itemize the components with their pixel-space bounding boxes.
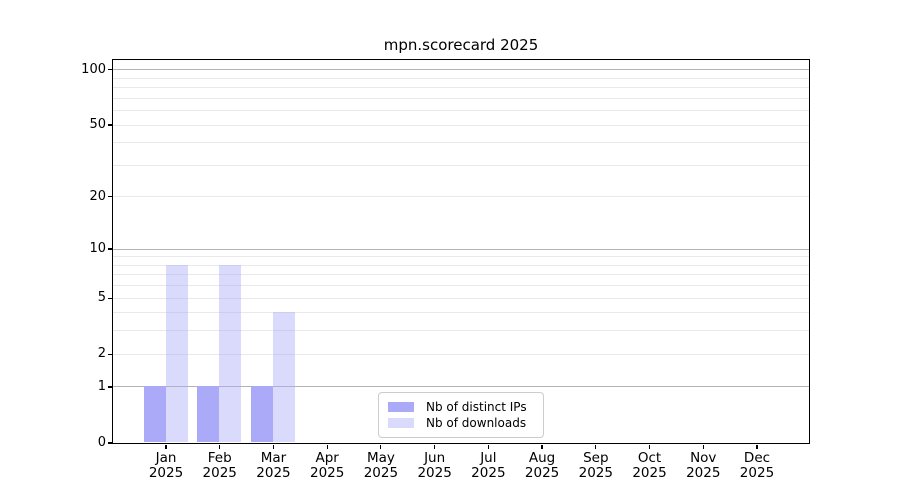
y-tick-50 bbox=[107, 124, 112, 126]
gridline-minor-2 bbox=[112, 353, 809, 355]
gridline-minor-50 bbox=[112, 124, 809, 126]
y-tick-label-20: 20 bbox=[89, 188, 106, 204]
x-tick-label-jun: Jun 2025 bbox=[417, 450, 452, 481]
gridline-minor-4 bbox=[112, 312, 809, 314]
gridline-minor-5 bbox=[112, 297, 809, 299]
bar-ips-feb bbox=[197, 386, 220, 443]
y-tick-label-1: 1 bbox=[97, 378, 106, 394]
y-tick-label-0: 0 bbox=[97, 435, 106, 450]
gridline-minor-40 bbox=[112, 142, 809, 144]
x-tick-feb bbox=[219, 444, 221, 449]
x-tick-label-nov: Nov 2025 bbox=[686, 450, 721, 481]
x-tick-jun bbox=[434, 444, 436, 449]
y-tick-label-5: 5 bbox=[97, 290, 106, 306]
legend: Nb of distinct IPs Nb of downloads bbox=[378, 392, 544, 438]
gridline-minor-80 bbox=[112, 87, 809, 89]
x-tick-apr bbox=[326, 444, 328, 449]
legend-swatch-downloads bbox=[388, 418, 414, 428]
gridline-minor-20 bbox=[112, 196, 809, 198]
y-tick-0 bbox=[107, 442, 112, 444]
x-tick-label-jan: Jan 2025 bbox=[148, 450, 184, 481]
x-tick-oct bbox=[648, 444, 651, 449]
x-tick-label-may: May 2025 bbox=[363, 450, 399, 481]
legend-label-downloads: Nb of downloads bbox=[426, 416, 527, 430]
chart-title: mpn.scorecard 2025 bbox=[383, 36, 539, 54]
x-tick-dec bbox=[756, 444, 758, 449]
gridline-minor-3 bbox=[112, 330, 809, 332]
x-tick-label-jul: Jul 2025 bbox=[471, 450, 506, 481]
y-tick-1 bbox=[107, 386, 112, 388]
y-tick-label-100: 100 bbox=[81, 61, 106, 77]
y-tick-20 bbox=[107, 196, 112, 198]
x-tick-label-aug: Aug 2025 bbox=[524, 450, 560, 481]
x-tick-may bbox=[380, 444, 382, 449]
x-tick-label-feb: Feb 2025 bbox=[202, 450, 237, 481]
bar-downloads-feb bbox=[219, 264, 242, 443]
x-tick-aug bbox=[541, 444, 543, 449]
plot-area bbox=[111, 58, 810, 444]
y-tick-100 bbox=[107, 69, 112, 71]
gridline-minor-70 bbox=[112, 97, 809, 99]
x-tick-label-oct: Oct 2025 bbox=[632, 450, 667, 481]
x-tick-nov bbox=[702, 444, 704, 449]
y-tick-label-10: 10 bbox=[89, 241, 106, 257]
bar-downloads-jan bbox=[165, 264, 188, 443]
gridline-minor-6 bbox=[112, 285, 809, 287]
x-tick-label-dec: Dec 2025 bbox=[739, 450, 775, 481]
bar-downloads-mar bbox=[272, 312, 295, 443]
x-tick-label-apr: Apr 2025 bbox=[309, 450, 345, 481]
gridline-major-100 bbox=[112, 69, 809, 71]
gridline-major-10 bbox=[112, 248, 809, 250]
y-tick-2 bbox=[107, 353, 112, 355]
y-tick-label-50: 50 bbox=[89, 117, 106, 133]
gridline-major-1 bbox=[112, 386, 809, 388]
gridline-minor-7 bbox=[112, 274, 809, 276]
legend-item-distinct-ips: Nb of distinct IPs bbox=[388, 399, 534, 415]
gridline-minor-9 bbox=[112, 256, 809, 258]
gridline-minor-60 bbox=[112, 110, 809, 112]
legend-label-distinct-ips: Nb of distinct IPs bbox=[426, 400, 527, 414]
x-tick-sep bbox=[595, 444, 597, 449]
x-tick-jan bbox=[165, 444, 167, 449]
legend-swatch-distinct-ips bbox=[388, 402, 414, 412]
y-tick-5 bbox=[107, 297, 112, 299]
y-tick-label-2: 2 bbox=[97, 346, 106, 362]
x-tick-jul bbox=[487, 444, 489, 449]
bar-ips-jan bbox=[143, 386, 166, 443]
gridline-minor-90 bbox=[112, 77, 809, 79]
gridline-minor-30 bbox=[112, 164, 809, 166]
x-tick-label-sep: Sep 2025 bbox=[578, 450, 613, 481]
bar-ips-mar bbox=[250, 386, 273, 443]
gridline-minor-8 bbox=[112, 264, 809, 266]
y-tick-10 bbox=[107, 248, 112, 250]
x-tick-mar bbox=[272, 444, 275, 449]
legend-item-downloads: Nb of downloads bbox=[388, 415, 534, 431]
x-tick-label-mar: Mar 2025 bbox=[256, 450, 291, 481]
